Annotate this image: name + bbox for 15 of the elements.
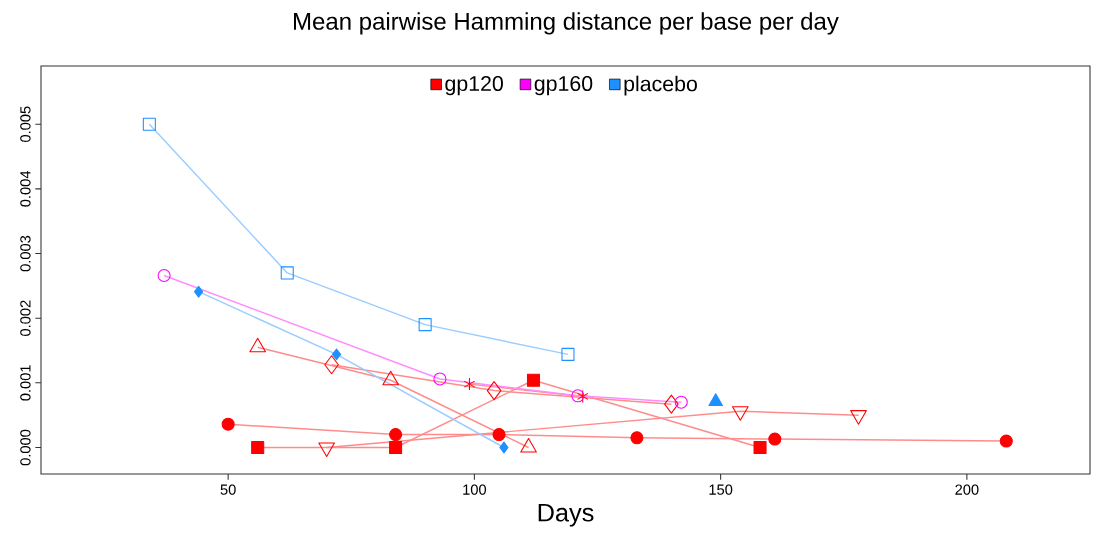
legend-label: gp120 [445, 75, 503, 96]
chart-title: Mean pairwise Hamming distance per base per day [294, 12, 839, 35]
legend-label: gp160 [534, 75, 593, 96]
x-axis-title: Days [538, 503, 594, 527]
y-tick-label: 0.002 [20, 300, 31, 336]
y-tick-label: 0.000 [20, 429, 31, 466]
y-tick-label: 0.003 [20, 235, 31, 272]
y-tick-label: 0.001 [20, 365, 31, 401]
x-tick-label: 150 [709, 484, 733, 495]
legend-label: placebo [624, 75, 697, 96]
x-tick-label: 100 [463, 484, 487, 495]
y-tick-label: 0.004 [20, 170, 31, 207]
y-tick-label: 0.005 [20, 106, 31, 142]
x-tick-label: 50 [220, 484, 236, 495]
x-tick-label: 200 [955, 484, 979, 495]
